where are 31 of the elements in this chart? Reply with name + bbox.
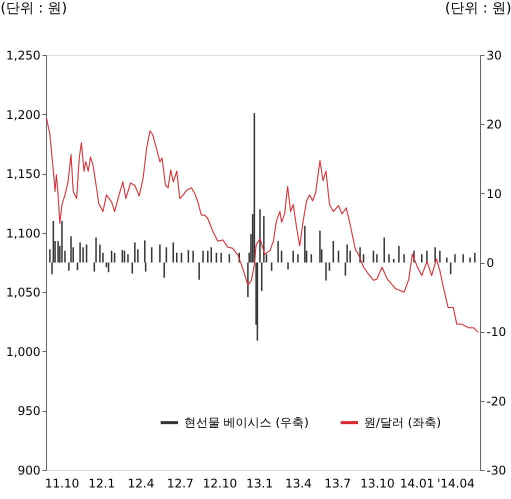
y-tick-label: 1,250 (6, 48, 40, 62)
y2-axis-title: (단위 : 원) (444, 0, 511, 16)
legend-label: 현선물 베이시스 (우축) (184, 416, 309, 430)
line-series (46, 117, 479, 333)
y2-tick-label: -10 (486, 325, 506, 340)
legend-label: 원/달러 (좌축) (364, 416, 442, 430)
y-tick-label: 1,050 (6, 286, 40, 300)
y-tick-label: 1,100 (6, 226, 40, 240)
x-tick-label: 12.7 (166, 476, 194, 490)
y2-tick-label: 30 (486, 48, 502, 62)
y2-tick-label: 20 (486, 118, 502, 132)
x-tick-label: 13.4 (285, 476, 312, 490)
y2-tick-label: -20 (486, 394, 506, 408)
x-tick-label: 13.10 (360, 476, 395, 490)
x-tick-label: 14.01 (400, 476, 434, 490)
y-tick-label: 1,150 (6, 167, 40, 182)
y-axis-title: (단위 : 원) (0, 0, 68, 16)
x-tick-label: 12.10 (202, 476, 238, 490)
y-tick-label: 1,200 (6, 108, 40, 122)
x-tick-label: '14.04 (437, 476, 475, 490)
x-tick-label: 12.1 (88, 476, 116, 490)
x-tick-label: 12.4 (128, 476, 154, 490)
x-tick-label: 13.1 (246, 476, 273, 490)
y-tick-label: 1,000 (6, 344, 40, 359)
y-tick-label: 900 (18, 464, 40, 478)
y2-tick-label: 10 (486, 186, 502, 201)
x-tick-label: 13.7 (324, 476, 352, 490)
y2-tick-label: -30 (486, 464, 506, 478)
y2-tick-label: 0 (486, 256, 494, 270)
y-tick-label: 950 (18, 404, 40, 418)
x-tick-label: 11.10 (44, 476, 80, 490)
